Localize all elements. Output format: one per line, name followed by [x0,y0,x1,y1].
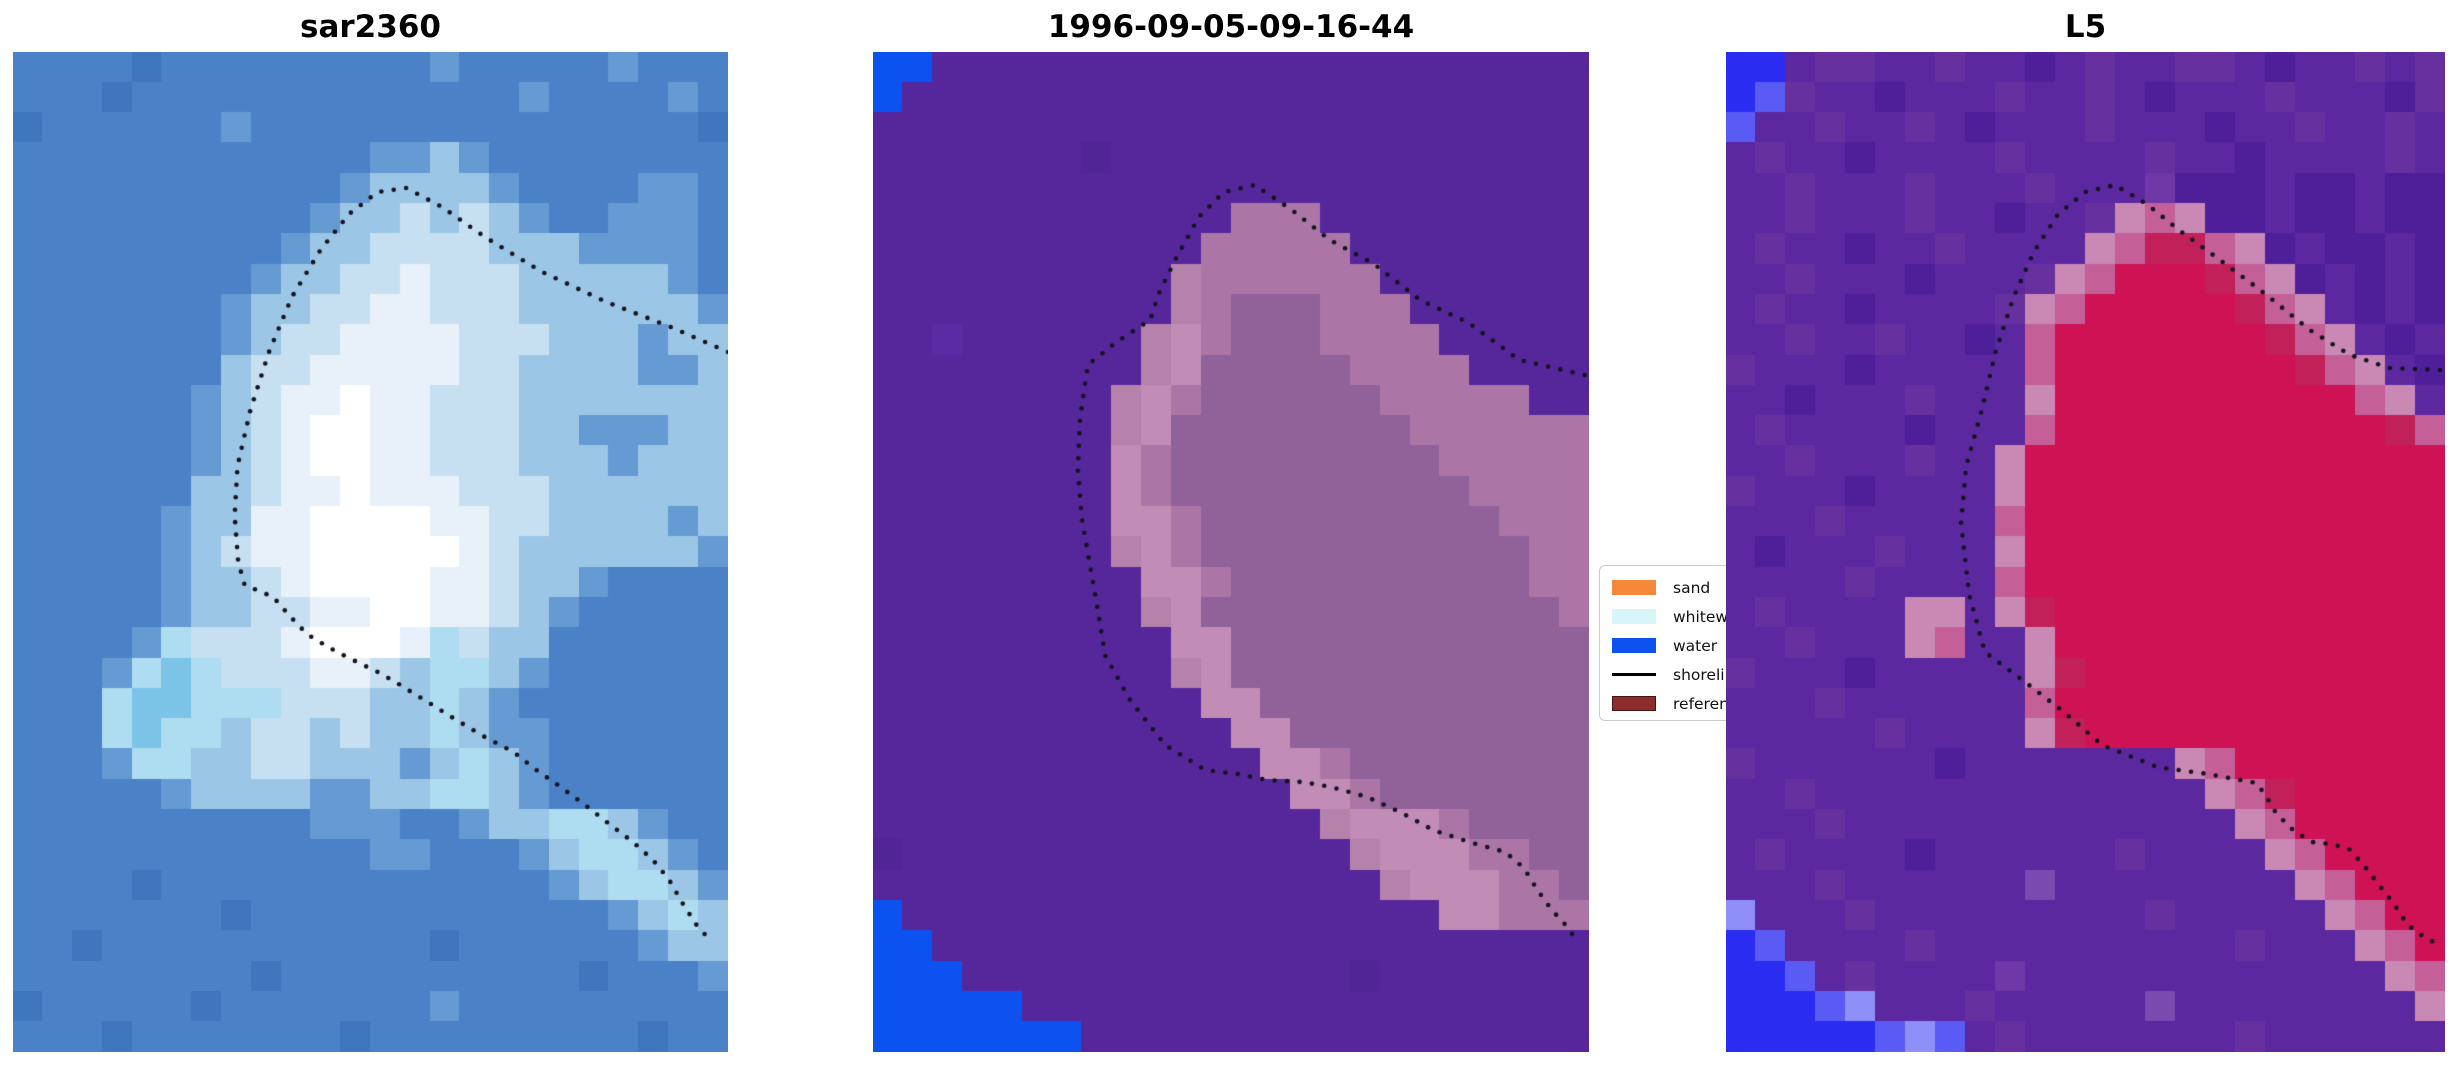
classification-image-canvas [873,52,1589,1052]
panel-sar2360 [13,52,728,1052]
panel-title-date: 1996-09-05-09-16-44 [1047,9,1415,45]
water-swatch [1612,638,1656,653]
legend-label: sand [1673,578,1711,597]
panel-l5 [1726,52,2445,1052]
panel-classification [873,52,1589,1052]
panel-title-l5: L5 [2064,9,2107,45]
legend-item-reference: referen [1612,689,1796,718]
legend-label: water [1673,636,1718,655]
legend-label: whitew [1673,607,1729,626]
legend-item-water: water [1612,631,1796,660]
legend-item-shoreline: shoreli [1612,660,1796,689]
legend-item-sand: sand [1612,573,1796,602]
shoreline-swatch [1612,673,1656,676]
legend-label: shoreli [1673,665,1725,684]
reference-swatch [1612,696,1656,711]
sand-swatch [1612,580,1656,595]
landsat-image-canvas [1726,52,2445,1052]
panel-title-sar2360: sar2360 [300,9,441,45]
sar-image-canvas [13,52,728,1052]
legend-label: referen [1673,694,1729,713]
whitewater-swatch [1612,609,1656,624]
legend-item-whitewater: whitew [1612,602,1796,631]
